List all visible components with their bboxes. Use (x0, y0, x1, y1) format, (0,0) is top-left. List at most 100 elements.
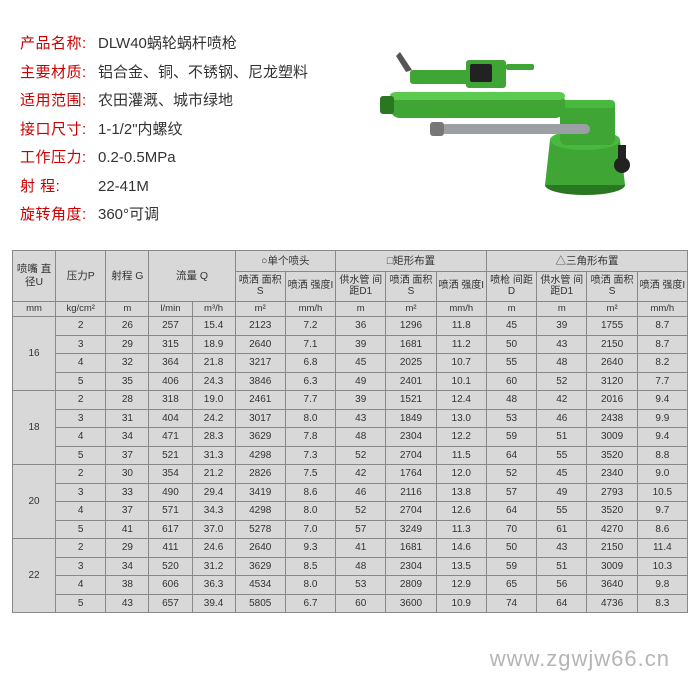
cell: 11.2 (436, 335, 486, 354)
cell: 53 (336, 576, 386, 595)
cell: 571 (149, 502, 192, 521)
cell: 2150 (587, 335, 637, 354)
spec-label: 产品名称: (20, 30, 98, 59)
cell: 11.5 (436, 446, 486, 465)
cell: 4270 (587, 520, 637, 539)
cell: 2304 (386, 428, 436, 447)
cell: 2461 (235, 391, 285, 410)
cell: 606 (149, 576, 192, 595)
cell: 46 (336, 483, 386, 502)
cell: 1681 (386, 335, 436, 354)
th-range: 射程 G (106, 250, 149, 301)
table-row: 53752131.342987.352270411.5645535208.8 (13, 446, 688, 465)
table-row: 1822831819.024617.739152112.4484220169.4 (13, 391, 688, 410)
cell: 34.3 (192, 502, 235, 521)
cell: 9.3 (285, 539, 335, 558)
spec-label: 射 程: (20, 173, 98, 202)
table-row: 32931518.926407.139168111.2504321508.7 (13, 335, 688, 354)
cell: 4 (56, 354, 106, 373)
table-row: 54161737.052787.057324911.3706142708.6 (13, 520, 688, 539)
th-tri: △三角形布置 (486, 250, 687, 271)
cell: 7.7 (285, 391, 335, 410)
th-single: ○单个喷头 (235, 250, 336, 271)
cell: 7.0 (285, 520, 335, 539)
cell: 42 (336, 465, 386, 484)
top-section: 产品名称: DLW40蜗轮蜗杆喷枪 主要材质: 铝合金、铜、不锈钢、尼龙塑料 适… (0, 0, 700, 250)
cell: 318 (149, 391, 192, 410)
cell: 471 (149, 428, 192, 447)
cell: 29.4 (192, 483, 235, 502)
spec-row: 射 程: 22-41M (20, 173, 340, 202)
spec-value: 1-1/2"内螺纹 (98, 116, 183, 145)
cell: 11.8 (436, 317, 486, 336)
cell: 21.8 (192, 354, 235, 373)
cell: 9.0 (637, 465, 687, 484)
cell: 3600 (386, 594, 436, 613)
cell: 48 (336, 557, 386, 576)
cell: 2123 (235, 317, 285, 336)
cell: 11.3 (436, 520, 486, 539)
cell: 3009 (587, 428, 637, 447)
spec-row: 适用范围: 农田灌溉、城市绿地 (20, 87, 340, 116)
cell: 2401 (386, 372, 436, 391)
cell: 3009 (587, 557, 637, 576)
cell: 2640 (587, 354, 637, 373)
spec-value: 铝合金、铜、不锈钢、尼龙塑料 (98, 59, 308, 88)
cell: 617 (149, 520, 192, 539)
th-pipe-spacing: 供水管 间距D1 (537, 271, 587, 301)
spec-label: 旋转角度: (20, 201, 98, 230)
th-intensity: 喷洒 强度I (436, 271, 486, 301)
cell: 2793 (587, 483, 637, 502)
cell: 3640 (587, 576, 637, 595)
cell: 8.6 (285, 483, 335, 502)
cell: 57 (486, 483, 536, 502)
cell: 8.3 (637, 594, 687, 613)
cell: 39 (336, 391, 386, 410)
cell-diameter: 22 (13, 539, 56, 613)
table-row: 54365739.458056.760360010.9746447368.3 (13, 594, 688, 613)
cell: 2116 (386, 483, 436, 502)
spec-value: DLW40蜗轮蜗杆喷枪 (98, 30, 237, 59)
cell: 3520 (587, 446, 637, 465)
cell: 29 (106, 335, 149, 354)
th-flow: 流量 Q (149, 250, 235, 301)
cell: 12.9 (436, 576, 486, 595)
cell: 8.2 (637, 354, 687, 373)
cell: 41 (336, 539, 386, 558)
unit: kg/cm² (56, 301, 106, 317)
cell: 4 (56, 576, 106, 595)
cell: 48 (336, 428, 386, 447)
spec-label: 接口尺寸: (20, 116, 98, 145)
th-area: 喷洒 面积S (386, 271, 436, 301)
cell: 1755 (587, 317, 637, 336)
cell: 1296 (386, 317, 436, 336)
table-row: 43236421.832176.845202510.7554826408.2 (13, 354, 688, 373)
cell: 2640 (235, 335, 285, 354)
unit: m² (386, 301, 436, 317)
cell: 19.0 (192, 391, 235, 410)
cell: 74 (486, 594, 536, 613)
spec-row: 旋转角度: 360°可调 (20, 201, 340, 230)
cell: 7.8 (285, 428, 335, 447)
cell: 46 (537, 409, 587, 428)
th-gun-spacing: 喷枪 间距D (486, 271, 536, 301)
cell: 9.4 (637, 428, 687, 447)
cell: 8.7 (637, 335, 687, 354)
cell: 59 (486, 428, 536, 447)
table-row: 2023035421.228267.542176412.0524523409.0 (13, 465, 688, 484)
cell: 39 (537, 317, 587, 336)
cell: 36.3 (192, 576, 235, 595)
cell: 9.7 (637, 502, 687, 521)
cell: 2640 (235, 539, 285, 558)
cell: 10.5 (637, 483, 687, 502)
cell: 10.3 (637, 557, 687, 576)
cell: 354 (149, 465, 192, 484)
cell: 2438 (587, 409, 637, 428)
table-head: 喷嘴 直径U 压力P 射程 G 流量 Q ○单个喷头 □矩形布置 △三角形布置 … (13, 250, 688, 317)
cell: 257 (149, 317, 192, 336)
cell: 2150 (587, 539, 637, 558)
cell: 24.2 (192, 409, 235, 428)
spec-table: 喷嘴 直径U 压力P 射程 G 流量 Q ○单个喷头 □矩形布置 △三角形布置 … (12, 250, 688, 614)
cell: 13.0 (436, 409, 486, 428)
cell: 30 (106, 465, 149, 484)
